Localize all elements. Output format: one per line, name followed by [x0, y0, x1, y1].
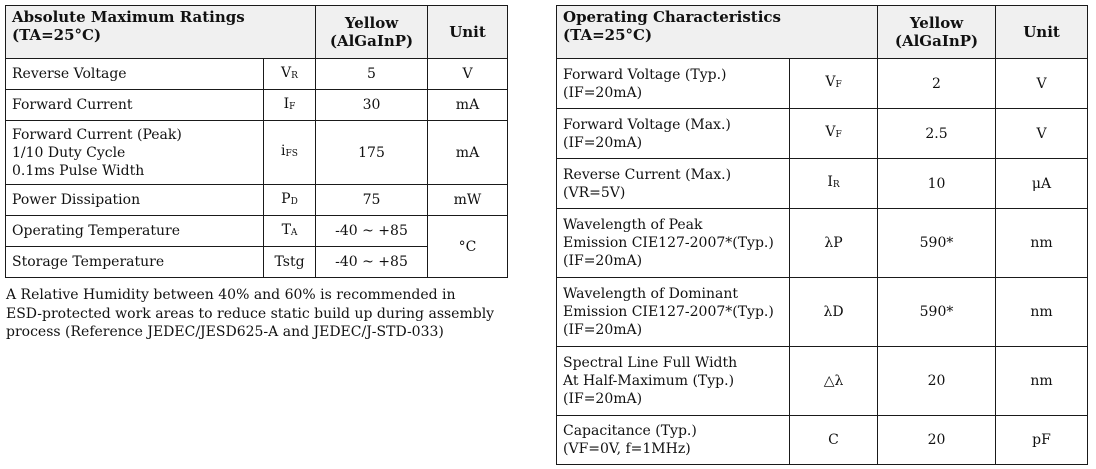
note-line: process (Reference JEDEC/JESD625-A and J… — [6, 324, 444, 340]
op-row-spectral-line-width: Spectral Line Full Width At Half-Maximum… — [556, 346, 1089, 416]
symbol-cell: λD — [788, 277, 879, 347]
unit-cell: nm — [995, 277, 1089, 347]
symbol-cell: VF — [788, 58, 879, 109]
op-title: Operating Characteristics — [563, 8, 782, 26]
note-line: ESD-protected work areas to reduce stati… — [6, 305, 495, 322]
unit-cell: mW — [427, 184, 508, 216]
value-cell: 10 — [877, 158, 997, 209]
unit-cell: μA — [995, 158, 1089, 209]
esd-humidity-note: A Relative Humidity between 40% and 60% … — [6, 286, 506, 342]
unit-cell: nm — [995, 208, 1089, 278]
unit-cell: mA — [427, 89, 508, 121]
absolute-max-ratings-table: Absolute Maximum Ratings (TA=25°C) Yello… — [5, 5, 508, 278]
symbol-cell: △λ — [788, 346, 879, 416]
param-cell: Operating Temperature — [5, 215, 264, 247]
param-cell: Forward Current (Peak) 1/10 Duty Cycle 0… — [5, 120, 264, 185]
abs-header-row: Absolute Maximum Ratings (TA=25°C) Yello… — [5, 5, 508, 59]
value-cell: 20 — [877, 415, 997, 465]
op-unit-header: Unit — [995, 5, 1089, 59]
value-cell: 590* — [877, 208, 997, 278]
abs-title-condition: (TA=25°C) — [12, 26, 102, 44]
abs-row-power-dissipation: Power Dissipation PD 75 mW — [5, 184, 508, 216]
op-row-forward-voltage-typ: Forward Voltage (Typ.) (IF=20mA) VF 2 V — [556, 58, 1089, 109]
symbol-cell: Tstg — [263, 246, 316, 278]
symbol-cell: IF — [263, 89, 316, 121]
op-color-material: (AlGaInP) — [894, 32, 979, 50]
op-title-cell: Operating Characteristics (TA=25°C) — [555, 5, 879, 59]
value-cell: 75 — [315, 184, 428, 216]
param-cell: Storage Temperature — [5, 246, 264, 278]
note-line: A Relative Humidity between 40% and 60% … — [6, 287, 456, 303]
op-row-capacitance: Capacitance (Typ.) (VF=0V, f=1MHz) C 20 … — [556, 415, 1089, 465]
op-row-reverse-current: Reverse Current (Max.) (VR=5V) IR 10 μA — [556, 158, 1089, 209]
abs-color-name: Yellow — [344, 14, 399, 32]
abs-color-material: (AlGaInP) — [329, 32, 414, 50]
abs-row-forward-current: Forward Current IF 30 mA — [5, 89, 508, 121]
op-row-dominant-wavelength: Wavelength of Dominant Emission CIE127-2… — [556, 277, 1089, 347]
symbol-cell: IR — [788, 158, 879, 209]
symbol-cell: λP — [788, 208, 879, 278]
abs-row-reverse-voltage: Reverse Voltage VR 5 V — [5, 58, 508, 90]
value-cell: 590* — [877, 277, 997, 347]
unit-cell: mA — [427, 120, 508, 185]
unit-cell: V — [995, 108, 1089, 159]
op-color-name: Yellow — [909, 14, 964, 32]
param-cell: Capacitance (Typ.) (VF=0V, f=1MHz) — [556, 415, 790, 465]
op-title-condition: (TA=25°C) — [563, 26, 653, 44]
symbol-cell: VF — [788, 108, 879, 159]
param-cell: Wavelength of Dominant Emission CIE127-2… — [556, 277, 790, 347]
unit-cell-temperature: °C — [427, 215, 508, 278]
op-row-peak-wavelength: Wavelength of Peak Emission CIE127-2007*… — [556, 208, 1089, 278]
abs-title: Absolute Maximum Ratings — [12, 8, 245, 26]
symbol-cell: C — [788, 415, 879, 465]
param-cell: Power Dissipation — [5, 184, 264, 216]
op-color-header: Yellow (AlGaInP) — [877, 5, 997, 59]
abs-unit-header: Unit — [427, 5, 508, 59]
abs-row-operating-temperature: Operating Temperature TA -40 ~ +85 °C — [5, 215, 508, 278]
abs-title-cell: Absolute Maximum Ratings (TA=25°C) — [5, 5, 316, 59]
param-cell: Forward Voltage (Max.) (IF=20mA) — [556, 108, 790, 159]
value-cell: 30 — [315, 89, 428, 121]
param-cell: Spectral Line Full Width At Half-Maximum… — [556, 346, 790, 416]
value-cell: 175 — [315, 120, 428, 185]
param-cell: Forward Voltage (Typ.) (IF=20mA) — [556, 58, 790, 109]
abs-row-storage-temperature: Storage Temperature Tstg -40 ~ +85 — [5, 246, 508, 278]
unit-cell: pF — [995, 415, 1089, 465]
symbol-cell: VR — [263, 58, 316, 90]
param-cell: Wavelength of Peak Emission CIE127-2007*… — [556, 208, 790, 278]
symbol-cell: PD — [263, 184, 316, 216]
value-cell: 2 — [877, 58, 997, 109]
op-header-row: Operating Characteristics (TA=25°C) Yell… — [555, 5, 1089, 59]
value-cell: 5 — [315, 58, 428, 90]
operating-characteristics-table: Operating Characteristics (TA=25°C) Yell… — [555, 5, 1089, 465]
param-cell: Forward Current — [5, 89, 264, 121]
unit-cell: V — [427, 58, 508, 90]
unit-cell: nm — [995, 346, 1089, 416]
unit-cell: V — [995, 58, 1089, 109]
abs-color-header: Yellow (AlGaInP) — [315, 5, 428, 59]
symbol-cell: TA — [263, 215, 316, 247]
value-cell: 20 — [877, 346, 997, 416]
value-cell: -40 ~ +85 — [315, 215, 428, 247]
abs-row-forward-current-peak: Forward Current (Peak) 1/10 Duty Cycle 0… — [5, 120, 508, 185]
value-cell: 2.5 — [877, 108, 997, 159]
param-cell: Reverse Current (Max.) (VR=5V) — [556, 158, 790, 209]
value-cell: -40 ~ +85 — [315, 246, 428, 278]
symbol-cell: iFS — [263, 120, 316, 185]
param-cell: Reverse Voltage — [5, 58, 264, 90]
op-row-forward-voltage-max: Forward Voltage (Max.) (IF=20mA) VF 2.5 … — [556, 108, 1089, 159]
